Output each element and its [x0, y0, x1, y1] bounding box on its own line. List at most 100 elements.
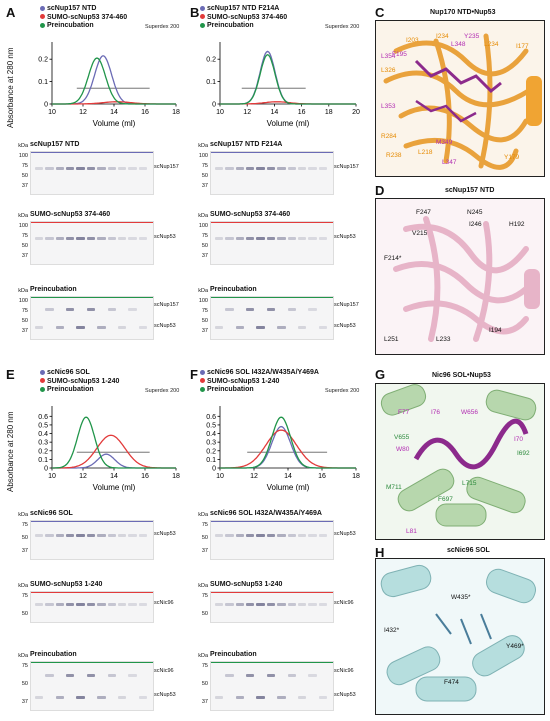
- gel-title: SUMO-scNup53 1-240: [30, 581, 103, 588]
- protein-label: scNup53: [154, 692, 176, 699]
- kda-marker: 50: [201, 681, 208, 687]
- residue-label: W80: [396, 446, 410, 453]
- gel-band: [138, 326, 147, 330]
- gel-band: [66, 166, 75, 170]
- y-tick-label: 0.3: [206, 440, 216, 447]
- x-axis-label: Volume (ml): [93, 483, 136, 492]
- gel-band: [55, 166, 65, 170]
- gel-band: [308, 166, 317, 170]
- x-tick-label: 16: [141, 473, 149, 480]
- kda-marker: 50: [21, 243, 28, 249]
- x-tick-label: 10: [216, 473, 224, 480]
- residue-label: N245: [467, 209, 483, 216]
- y-tick-label: 0.1: [38, 79, 48, 86]
- gel-color-bar: [211, 222, 333, 224]
- gel-band: [117, 326, 127, 330]
- protein-label: scNup53: [154, 323, 176, 330]
- gel-band: [287, 307, 296, 311]
- gel-band: [76, 326, 85, 330]
- gel-band: [287, 674, 296, 677]
- kda-marker: 75: [201, 308, 208, 314]
- gel-band: [277, 326, 286, 330]
- gel-band: [256, 236, 265, 240]
- chromatogram-e: 10 12 14 16 18 0 0.1 0.20.3 0.4 0.50.6 Volume (ml): [38, 406, 180, 492]
- residue-label: V655: [394, 434, 410, 441]
- kda-marker: 37: [201, 183, 208, 189]
- x-tick-label: 18: [325, 109, 333, 116]
- gel-band: [97, 534, 106, 538]
- gel-color-bar: [211, 592, 333, 594]
- y-tick-label: 0.2: [206, 448, 216, 455]
- gel-band: [225, 602, 234, 606]
- gel-band: [97, 236, 106, 240]
- x-tick-label: 10: [48, 473, 56, 480]
- gel-band: [35, 602, 44, 606]
- kda-marker: 50: [21, 173, 28, 179]
- gel-band: [66, 307, 75, 311]
- residue-label: L347: [442, 159, 457, 166]
- residue-label: F214*: [384, 255, 402, 262]
- gel-color-bar: [31, 152, 153, 154]
- gel-band: [138, 166, 147, 170]
- kda-unit: kDa: [198, 653, 208, 659]
- kda-marker: 50: [21, 611, 28, 617]
- gel-color-bar: [211, 152, 333, 154]
- gel-band: [128, 602, 137, 606]
- gel-band: [225, 534, 234, 538]
- residue-label: L233: [436, 336, 451, 343]
- gel-color-bar: [31, 297, 153, 299]
- y-tick-label: 0.4: [206, 431, 216, 438]
- protein-label: scNup53: [334, 323, 356, 330]
- legend-b: scNup157 NTD F214A SUMO-scNup53 374-460 …: [200, 5, 287, 31]
- y-tick-label: 0.4: [38, 431, 48, 438]
- chromatogram-b: 10 12 14 16 18 20 0 0.1 0.2 Volume (ml): [206, 42, 360, 128]
- structure-title-g: Nic96 SOL•Nup53: [432, 372, 491, 379]
- gel-band: [107, 674, 116, 677]
- gel-band: [297, 602, 307, 606]
- gel-band: [97, 166, 106, 170]
- x-tick-label: 14: [271, 109, 279, 116]
- gel-band: [55, 695, 65, 699]
- column-label-b: Superdex 200: [325, 24, 360, 30]
- gel-band: [86, 534, 96, 538]
- y-tick-label: 0.5: [206, 422, 216, 429]
- residue-label: I692: [517, 450, 530, 457]
- gel-band: [117, 236, 127, 240]
- gel-band: [35, 695, 44, 699]
- x-tick-label: 12: [243, 109, 251, 116]
- kda-unit: kDa: [18, 653, 28, 659]
- series-line-3: [220, 416, 356, 469]
- gel-band: [86, 236, 96, 240]
- kda-unit: kDa: [198, 143, 208, 149]
- x-tick-label: 16: [318, 473, 326, 480]
- residue-label: I246: [469, 221, 482, 228]
- kda-unit: kDa: [198, 288, 208, 294]
- gel-band: [277, 695, 286, 699]
- legend-e: scNic96 SOL SUMO-scNup53 1-240 Preincuba…: [40, 369, 119, 395]
- x-tick-label: 14: [284, 473, 292, 480]
- kda-marker: 75: [201, 233, 208, 239]
- gel-band: [117, 534, 127, 538]
- x-tick-label: 12: [79, 109, 87, 116]
- gel-band: [297, 326, 307, 330]
- gel-band: [318, 236, 327, 240]
- panel-label-a: A: [6, 5, 16, 20]
- gel-band: [308, 307, 317, 311]
- x-tick-label: 20: [352, 109, 360, 116]
- gel-band: [277, 602, 286, 606]
- gel-band: [235, 602, 245, 606]
- kda-marker: 37: [201, 328, 208, 334]
- gel-color-bar: [31, 222, 153, 224]
- gel-band: [97, 695, 106, 699]
- residue-label: I70: [514, 436, 524, 443]
- kda-unit: kDa: [18, 288, 28, 294]
- kda-marker: 100: [198, 153, 208, 159]
- kda-marker: 100: [198, 298, 208, 304]
- kda-marker: 100: [18, 298, 28, 304]
- gel-band: [246, 674, 255, 677]
- panel-label-e: E: [6, 367, 15, 382]
- gel-image: [30, 591, 154, 623]
- residue-label: L251: [384, 336, 399, 343]
- kda-marker: 50: [201, 318, 208, 324]
- gel-band: [117, 602, 127, 606]
